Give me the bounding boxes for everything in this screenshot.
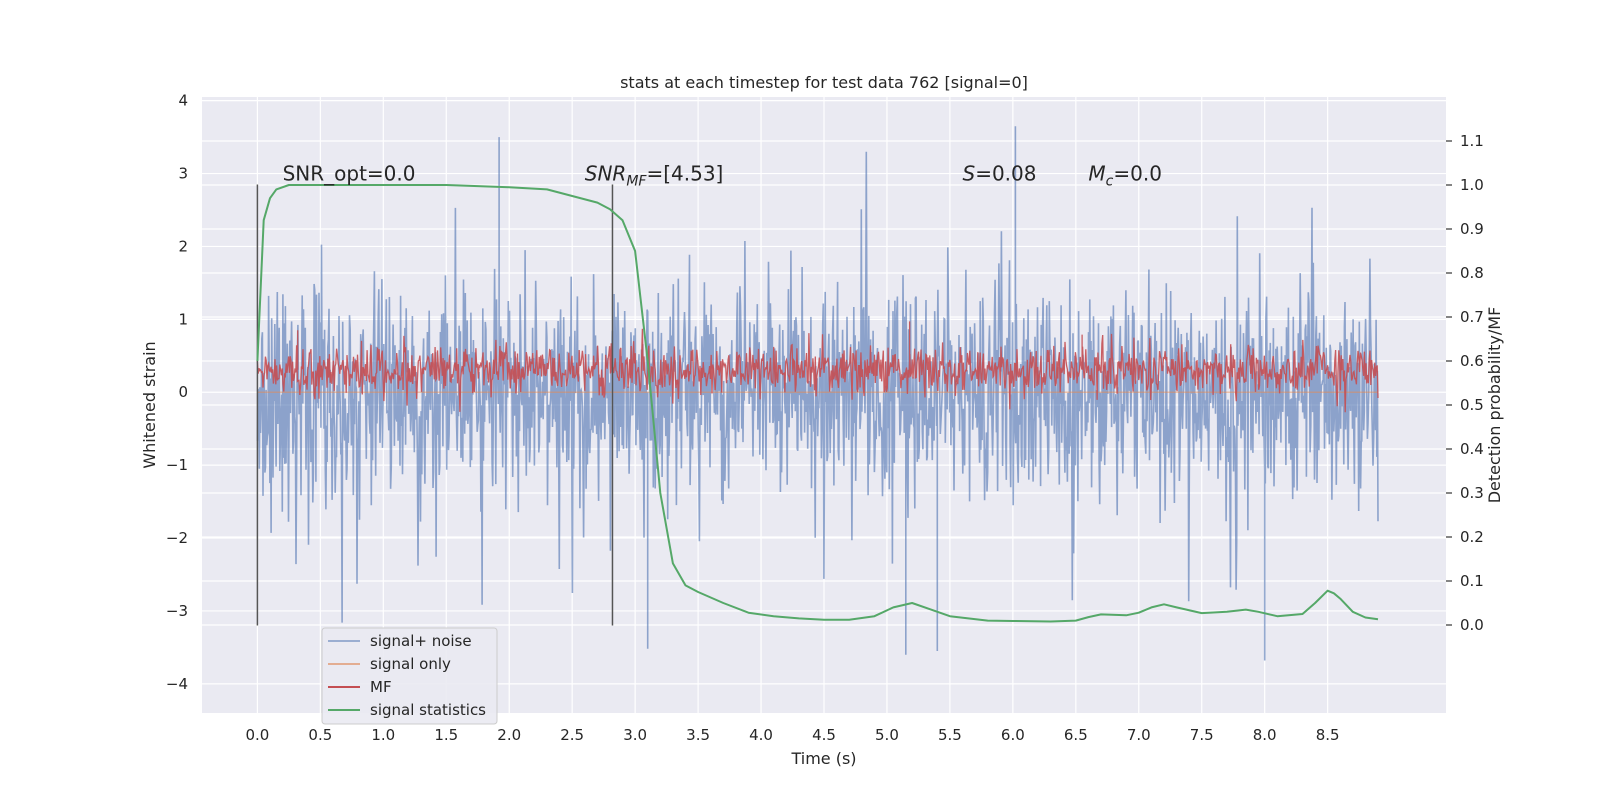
legend-label-mf: MF <box>370 678 392 696</box>
y-left-tick-label: 3 <box>178 165 188 183</box>
y-left-tick-label: 4 <box>178 92 188 110</box>
legend-label-signal-only: signal only <box>370 655 451 673</box>
x-tick-label: 3.5 <box>686 726 710 744</box>
y-left-axis-label: Whitened strain <box>140 341 159 468</box>
x-tick-label: 3.0 <box>623 726 647 744</box>
y-right-axis-ticks: 1.1 1.0 0.9 0.8 0.7 0.6 0.5 0.4 0.3 0.2 0.1 0.0 <box>1446 132 1484 634</box>
y-right-tick-label: 0.1 <box>1460 572 1484 590</box>
series-mf <box>256 321 1379 413</box>
y-right-tick-label: 0.4 <box>1460 440 1484 458</box>
annotation-value: =0.0 <box>1113 162 1162 186</box>
x-tick-label: 4.5 <box>812 726 836 744</box>
x-tick-label: 8.5 <box>1316 726 1340 744</box>
y-right-tick-label: 0.7 <box>1460 308 1484 326</box>
chart-title: stats at each timestep for test data 762… <box>620 73 1028 92</box>
x-tick-label: 1.0 <box>371 726 395 744</box>
legend-label-signal-statistics: signal statistics <box>370 701 486 719</box>
y-left-tick-label: −1 <box>166 456 188 474</box>
x-tick-label: 2.0 <box>497 726 521 744</box>
y-right-tick-label: 0.8 <box>1460 264 1484 282</box>
y-right-tick-label: 0.3 <box>1460 484 1484 502</box>
annotation: S=0.08 <box>963 162 1037 186</box>
series-signal-noise <box>256 126 1379 661</box>
y-left-tick-label: −2 <box>166 529 188 547</box>
annotation-symbol: SNR <box>585 162 627 186</box>
annotation-subscript: c <box>1106 174 1114 190</box>
legend: signal+ noise signal only MF signal stat… <box>321 627 498 725</box>
legend-box <box>321 627 498 725</box>
y-left-tick-label: −4 <box>166 675 188 693</box>
x-tick-label: 7.5 <box>1190 726 1214 744</box>
y-right-axis-label: Detection probability/MF <box>1485 307 1504 504</box>
x-tick-label: 7.0 <box>1127 726 1151 744</box>
y-left-tick-label: 2 <box>178 237 188 255</box>
x-axis-ticks: 0.0 0.5 1.0 1.5 2.0 2.5 3.0 3.5 4.0 4.5 5.0 5.5 6.0 6… <box>245 726 1339 744</box>
y-right-tick-label: 1.1 <box>1460 132 1484 150</box>
annotation-symbol: M <box>1088 162 1105 186</box>
annotation: Mc=0.0 <box>1088 162 1162 190</box>
mf-line <box>256 321 1379 413</box>
y-left-tick-label: −3 <box>166 602 188 620</box>
x-tick-label: 0.0 <box>245 726 269 744</box>
x-tick-label: 2.5 <box>560 726 584 744</box>
y-left-axis-ticks: 4 3 2 1 0 −1 −2 −3 −4 <box>166 92 188 693</box>
x-tick-label: 5.5 <box>938 726 962 744</box>
annotation-symbol: S <box>963 162 976 186</box>
x-tick-label: 4.0 <box>749 726 773 744</box>
annotation-value: =0.08 <box>975 162 1036 186</box>
x-tick-label: 1.5 <box>434 726 458 744</box>
annotation-subscript: MF <box>626 174 647 190</box>
annotation-value: =[4.53] <box>646 162 723 186</box>
x-tick-label: 6.0 <box>1001 726 1025 744</box>
y-right-tick-label: 0.2 <box>1460 528 1484 546</box>
signal-statistics-line <box>256 184 1379 623</box>
y-right-tick-label: 1.0 <box>1460 176 1484 194</box>
annotations: SNR_opt=0.0 SNRMF=[4.53] S=0.08 Mc=0.0 <box>283 162 1162 190</box>
x-tick-label: 8.0 <box>1253 726 1277 744</box>
legend-label-signal-noise: signal+ noise <box>370 632 472 650</box>
x-tick-label: 5.0 <box>875 726 899 744</box>
vertical-markers <box>256 184 614 626</box>
x-tick-label: 0.5 <box>308 726 332 744</box>
x-axis-label: Time (s) <box>790 749 856 768</box>
y-right-tick-label: 0.0 <box>1460 616 1484 634</box>
y-right-tick-label: 0.6 <box>1460 352 1484 370</box>
signal-noise-line <box>256 126 1379 661</box>
series-signal-statistics <box>256 184 1379 623</box>
y-right-tick-label: 0.9 <box>1460 220 1484 238</box>
annotation: SNRMF=[4.53] <box>585 162 724 190</box>
annotation: SNR_opt=0.0 <box>283 162 416 186</box>
y-left-tick-label: 1 <box>178 310 188 328</box>
y-right-tick-label: 0.5 <box>1460 396 1484 414</box>
y-left-tick-label: 0 <box>178 383 188 401</box>
x-tick-label: 6.5 <box>1064 726 1088 744</box>
